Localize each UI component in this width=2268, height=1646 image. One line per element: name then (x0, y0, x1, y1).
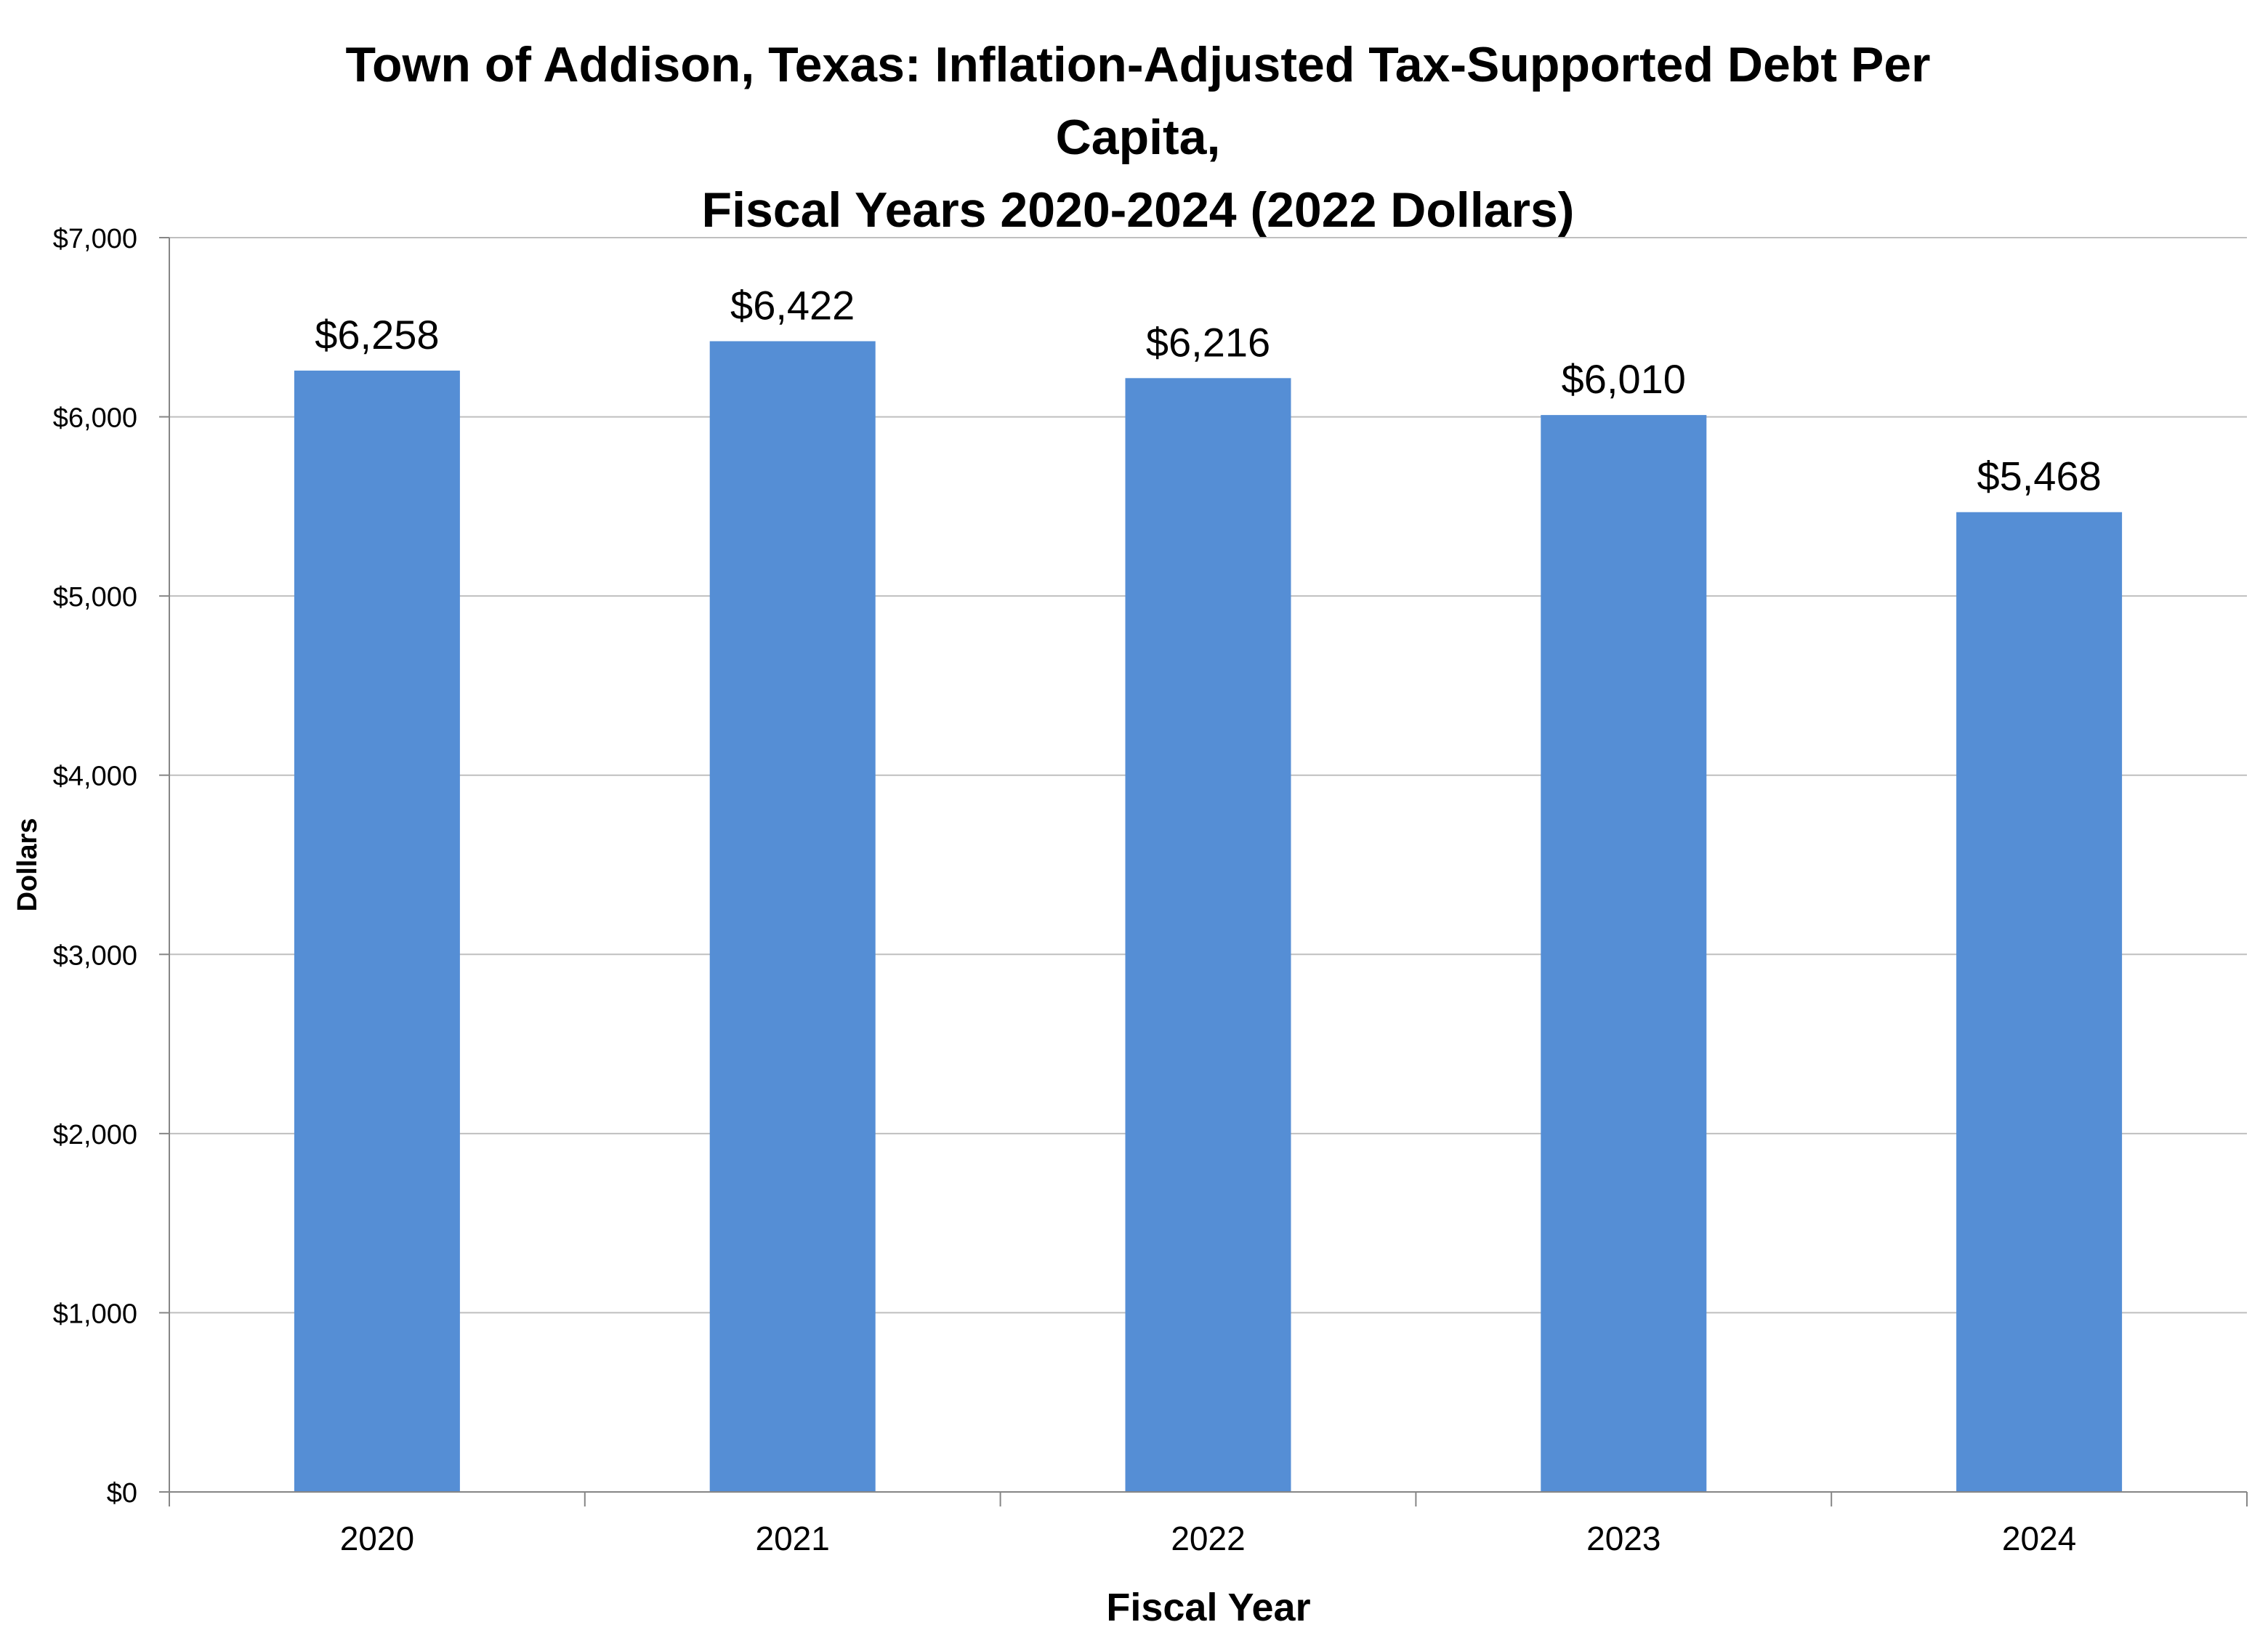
axes (159, 237, 2248, 1506)
x-category-label-2020: 2020 (340, 1520, 414, 1557)
y-tick-label: $4,000 (53, 762, 137, 792)
y-tick-label: $5,000 (53, 582, 137, 613)
y-tick-label: $7,000 (53, 224, 137, 254)
x-axis-title: Fiscal Year (1106, 1586, 1310, 1629)
y-tick-label: $3,000 (53, 940, 137, 971)
y-tick-label: $6,000 (53, 403, 137, 434)
bar-2020 (294, 370, 460, 1492)
bar-2023 (1541, 415, 1707, 1492)
data-labels: $6,258 $6,422 $6,216 $6,010 $5,468 (315, 283, 2101, 499)
bars (294, 341, 2123, 1492)
x-category-label-2023: 2023 (1586, 1520, 1660, 1557)
x-category-label-2024: 2024 (2002, 1520, 2076, 1557)
chart-title-line-1: Town of Addison, Texas: Inflation-Adjust… (345, 37, 1930, 92)
data-label-2021: $6,422 (730, 283, 855, 328)
data-label-2023: $6,010 (1562, 356, 1686, 402)
chart-title-line-2: Capita, (1056, 110, 1221, 165)
chart-title: Town of Addison, Texas: Inflation-Adjust… (345, 37, 1930, 238)
y-tick-label: $0 (107, 1478, 137, 1509)
y-axis-title: Dollars (12, 818, 43, 912)
x-axis-category-labels: 2020 2021 2022 2023 2024 (340, 1520, 2077, 1557)
y-tick-label: $1,000 (53, 1299, 137, 1329)
x-category-label-2022: 2022 (1171, 1520, 1245, 1557)
bar-2022 (1125, 378, 1291, 1492)
bar-2021 (709, 341, 876, 1492)
x-category-label-2021: 2021 (756, 1520, 830, 1557)
chart-title-line-3: Fiscal Years 2020-2024 (2022 Dollars) (702, 182, 1575, 238)
data-label-2020: $6,258 (315, 312, 439, 358)
data-label-2022: $6,216 (1146, 319, 1270, 365)
bar-2024 (1956, 512, 2123, 1492)
y-axis-tick-labels: $0 $1,000 $2,000 $3,000 $4,000 $5,000 $6,000 $7… (53, 224, 137, 1509)
data-label-2024: $5,468 (1977, 453, 2101, 499)
y-tick-label: $2,000 (53, 1120, 137, 1150)
